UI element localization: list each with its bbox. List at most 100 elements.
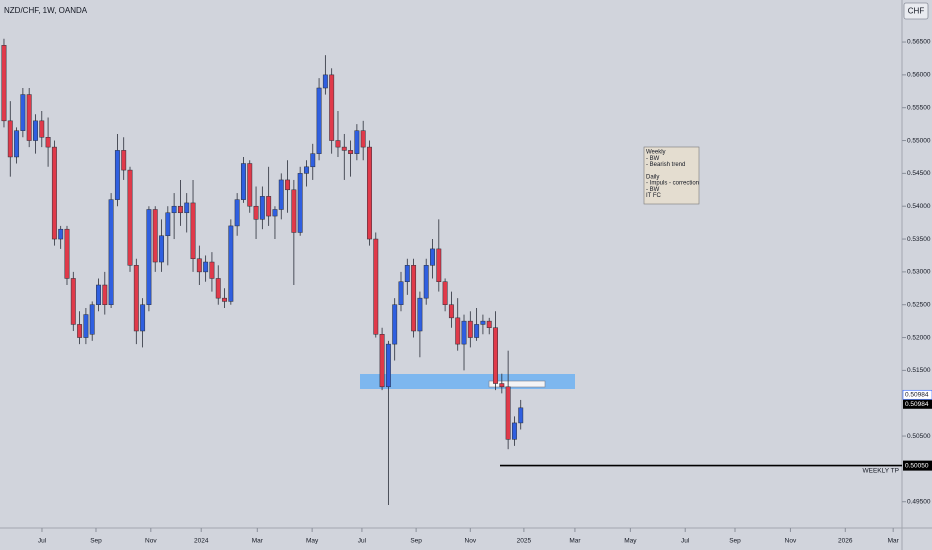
- candle-body: [165, 212, 171, 237]
- candle-body: [341, 146, 347, 151]
- candle-body: [285, 179, 291, 191]
- candle-body: [209, 261, 215, 279]
- candle-body: [51, 146, 57, 240]
- candle-body: [316, 87, 322, 154]
- note-box: [643, 146, 700, 205]
- x-tick-label: Jul: [38, 538, 47, 545]
- candle-body: [108, 199, 114, 305]
- note-line: IT FC: [646, 193, 662, 199]
- candle-body: [404, 265, 410, 282]
- y-tick-label: 0.54000: [907, 203, 931, 210]
- candle-body: [33, 120, 38, 141]
- candle-body: [411, 265, 417, 332]
- candle-body: [480, 320, 486, 325]
- candle-body: [39, 120, 45, 138]
- x-tick-label: Sep: [90, 538, 102, 545]
- x-tick-label: Sep: [410, 538, 422, 545]
- x-tick-label: Jul: [681, 538, 690, 545]
- x-tick-label: 2026: [838, 538, 853, 545]
- candle-body: [511, 422, 517, 440]
- candle-body: [373, 238, 379, 335]
- y-tick-label: 0.53000: [907, 269, 931, 276]
- note-line: Weekly: [646, 150, 666, 156]
- x-tick-label: May: [624, 538, 637, 545]
- candle-body: [26, 94, 32, 141]
- x-tick-label: 2024: [194, 538, 209, 545]
- candle-body: [392, 304, 398, 345]
- candle-body: [20, 94, 26, 131]
- candle-body: [159, 235, 164, 263]
- note-line: - BW: [646, 156, 660, 162]
- candles: [1, 38, 524, 506]
- x-tick-label: Nov: [465, 538, 477, 545]
- price-line-label-bg: [902, 389, 932, 400]
- y-tick-label: 0.55000: [907, 137, 931, 144]
- last-price-label: 0.50984: [905, 401, 929, 408]
- candle-body: [133, 265, 139, 332]
- candle-body: [266, 196, 272, 217]
- last-price-bg: [903, 399, 932, 409]
- candle-body: [423, 265, 429, 299]
- candle-body: [272, 209, 278, 217]
- currency-box[interactable]: [903, 2, 929, 20]
- y-tick-label: 0.49500: [907, 498, 931, 505]
- candle-body: [385, 343, 391, 388]
- candle-body: [322, 74, 328, 89]
- candle-body: [215, 278, 221, 299]
- x-tick-label: Mar: [888, 538, 900, 545]
- candle-body: [247, 163, 253, 207]
- candle-body: [190, 202, 196, 259]
- x-tick-label: Nov: [785, 538, 797, 545]
- candle-body: [7, 120, 13, 158]
- y-tick-label: 0.56500: [907, 39, 931, 46]
- y-tick-label: 0.50500: [907, 433, 931, 440]
- candle-body: [461, 320, 467, 345]
- candle-body: [304, 166, 309, 174]
- candle-body: [467, 320, 473, 338]
- candle-body: [278, 179, 284, 210]
- y-tick-label: 0.51500: [907, 367, 931, 374]
- x-tick-label: Sep: [729, 538, 741, 545]
- candle-body: [518, 407, 524, 424]
- candle-body: [114, 150, 120, 200]
- candle-body: [398, 281, 404, 305]
- candle-body: [127, 169, 133, 266]
- candle-body: [442, 281, 448, 305]
- note-line: - Bearish trend: [646, 162, 685, 168]
- candle-body: [455, 317, 461, 345]
- candle-body: [505, 386, 511, 440]
- symbol-title: NZD/CHF, 1W, OANDA: [4, 6, 88, 15]
- x-tick-label: Mar: [252, 538, 264, 545]
- candle-body: [240, 163, 246, 200]
- candle-body: [310, 153, 316, 168]
- candle-body: [70, 278, 76, 325]
- candle-body: [152, 209, 158, 263]
- candle-body: [448, 304, 454, 319]
- y-tick-label: 0.55500: [907, 104, 931, 111]
- candle-body: [45, 137, 51, 148]
- y-tick-label: 0.52500: [907, 301, 931, 308]
- candle-body: [222, 297, 227, 302]
- target-label-bg: [903, 460, 932, 471]
- candle-body: [177, 205, 183, 214]
- candle-body: [96, 284, 101, 305]
- candle-body: [58, 228, 64, 240]
- candle-body: [291, 189, 297, 233]
- target-name: WEEKLY TP: [863, 467, 900, 474]
- y-tick-label: 0.52000: [907, 334, 931, 341]
- candle-body: [83, 314, 89, 338]
- target-label: 0.50050: [905, 462, 929, 469]
- candle-body: [102, 284, 108, 305]
- currency-label[interactable]: CHF: [908, 7, 925, 16]
- y-tick-label: 0.56000: [907, 72, 931, 79]
- note-line: - Impuls - correction: [646, 181, 699, 187]
- candle-body: [348, 150, 354, 154]
- x-tick-label: Nov: [145, 538, 157, 545]
- x-tick-label: May: [306, 538, 319, 545]
- price-line-label: 0.50984: [905, 391, 929, 398]
- note-line: - BW: [646, 187, 660, 193]
- x-tick-label: Jul: [358, 538, 367, 545]
- candle-body: [379, 334, 385, 388]
- candle-body: [184, 202, 190, 214]
